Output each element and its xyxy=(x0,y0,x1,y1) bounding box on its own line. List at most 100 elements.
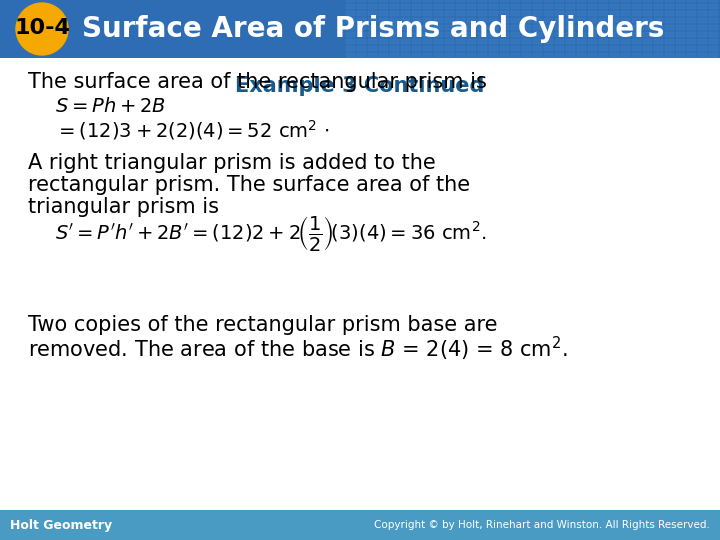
Bar xyxy=(709,17,718,23)
Bar xyxy=(489,3,498,9)
Bar xyxy=(357,52,366,58)
Bar xyxy=(346,0,355,2)
Bar xyxy=(533,17,542,23)
Bar xyxy=(599,17,608,23)
Bar xyxy=(632,31,641,37)
Bar xyxy=(412,38,421,44)
Bar xyxy=(621,24,630,30)
Text: Copyright © by Holt, Rinehart and Winston. All Rights Reserved.: Copyright © by Holt, Rinehart and Winsto… xyxy=(374,520,710,530)
Bar xyxy=(522,38,531,44)
Bar xyxy=(346,17,355,23)
Bar xyxy=(709,52,718,58)
Bar xyxy=(401,0,410,2)
Bar xyxy=(566,38,575,44)
Text: A right triangular prism is added to the: A right triangular prism is added to the xyxy=(28,153,436,173)
Bar xyxy=(401,31,410,37)
Bar xyxy=(511,38,520,44)
Bar xyxy=(434,52,443,58)
Bar xyxy=(478,3,487,9)
Bar xyxy=(687,3,696,9)
Bar xyxy=(412,10,421,16)
Bar xyxy=(390,0,399,2)
Bar xyxy=(511,24,520,30)
Bar xyxy=(698,17,707,23)
Bar xyxy=(500,52,509,58)
Bar xyxy=(489,45,498,51)
Bar xyxy=(577,3,586,9)
Bar xyxy=(555,52,564,58)
Bar xyxy=(456,31,465,37)
Bar xyxy=(709,38,718,44)
Bar xyxy=(500,17,509,23)
Bar xyxy=(687,38,696,44)
Bar xyxy=(599,31,608,37)
Bar xyxy=(401,10,410,16)
Bar xyxy=(665,31,674,37)
Bar xyxy=(632,38,641,44)
Bar xyxy=(423,31,432,37)
Bar xyxy=(621,45,630,51)
Bar xyxy=(577,24,586,30)
Bar xyxy=(467,31,476,37)
Bar xyxy=(654,3,663,9)
Bar xyxy=(423,24,432,30)
Bar xyxy=(665,0,674,2)
Bar xyxy=(621,38,630,44)
Bar xyxy=(346,31,355,37)
Bar xyxy=(687,45,696,51)
Bar xyxy=(654,0,663,2)
Bar xyxy=(687,31,696,37)
Bar xyxy=(654,17,663,23)
Bar xyxy=(467,52,476,58)
Bar xyxy=(379,10,388,16)
Bar xyxy=(489,0,498,2)
Bar xyxy=(467,38,476,44)
Bar xyxy=(687,24,696,30)
Bar xyxy=(533,3,542,9)
Bar xyxy=(489,24,498,30)
Bar xyxy=(621,17,630,23)
Bar xyxy=(643,0,652,2)
Bar xyxy=(368,3,377,9)
Bar xyxy=(489,38,498,44)
Bar xyxy=(511,3,520,9)
Bar xyxy=(577,31,586,37)
Bar xyxy=(346,3,355,9)
Bar xyxy=(544,0,553,2)
Bar xyxy=(533,38,542,44)
Bar xyxy=(698,38,707,44)
Circle shape xyxy=(16,3,68,55)
Bar xyxy=(566,52,575,58)
Bar xyxy=(654,45,663,51)
Bar xyxy=(467,45,476,51)
Bar xyxy=(698,0,707,2)
Bar xyxy=(346,45,355,51)
Bar xyxy=(445,10,454,16)
Bar xyxy=(478,31,487,37)
Bar xyxy=(643,10,652,16)
Bar xyxy=(555,31,564,37)
Bar xyxy=(654,52,663,58)
Bar xyxy=(379,24,388,30)
Bar xyxy=(357,38,366,44)
Bar xyxy=(522,52,531,58)
Bar xyxy=(665,45,674,51)
Bar xyxy=(456,45,465,51)
Bar xyxy=(346,24,355,30)
Bar xyxy=(555,24,564,30)
Text: triangular prism is: triangular prism is xyxy=(28,197,219,217)
Bar xyxy=(599,24,608,30)
Text: The surface area of the rectangular prism is: The surface area of the rectangular pris… xyxy=(28,72,487,92)
Bar xyxy=(357,17,366,23)
Bar xyxy=(676,38,685,44)
Bar xyxy=(390,24,399,30)
Bar xyxy=(368,10,377,16)
Bar xyxy=(511,52,520,58)
Bar xyxy=(566,45,575,51)
Bar xyxy=(610,17,619,23)
Bar xyxy=(544,38,553,44)
Bar xyxy=(665,24,674,30)
Bar xyxy=(654,38,663,44)
Bar xyxy=(632,24,641,30)
Bar xyxy=(467,0,476,2)
